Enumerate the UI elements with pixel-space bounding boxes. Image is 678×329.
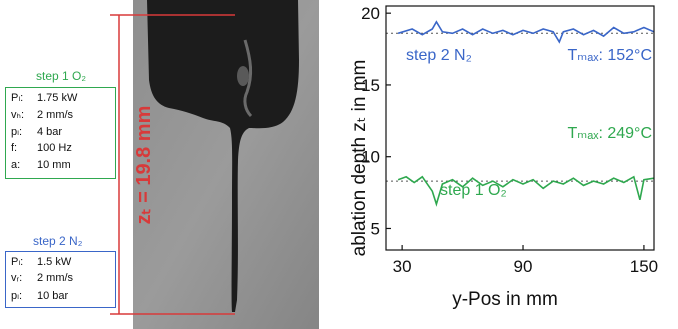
step2-param-row: vᵣ: 2 mm/s (11, 272, 73, 284)
series-0-line (397, 20, 655, 44)
step1-param-row: vₕ: 2 mm/s (11, 108, 73, 121)
param-value: 1.75 kW (37, 92, 78, 104)
step2-param-row: Pₗ: 1.5 kW (11, 255, 71, 268)
param-label: Pₗ: (11, 256, 24, 268)
groove-highlight (243, 39, 253, 118)
series-label-step2: step 2 N₂ (406, 47, 472, 64)
param-label: pₗ: (11, 126, 22, 138)
param-value: 100 Hz (37, 142, 72, 154)
depth-marker: zₜ = 19.8 mm (110, 14, 235, 315)
series-1-line (397, 175, 655, 207)
param-label: vᵣ: (11, 272, 23, 284)
y-tick-label: 10 (361, 148, 380, 167)
step2-title: step 2 N₂ (33, 234, 83, 248)
param-value: 10 bar (37, 290, 69, 302)
ablation-depth-chart: ablation depth zₜ in mm y-Pos in mm 5 10 1… (349, 4, 658, 310)
x-tick-label: 90 (514, 257, 533, 276)
param-label: vₕ: (11, 109, 25, 121)
param-value: 4 bar (37, 126, 63, 138)
annotation-tmax-step1: Tₘₐₓ: 249°C (568, 125, 652, 142)
chart-series (386, 20, 655, 207)
x-axis-label: y-Pos in mm (452, 289, 558, 310)
y-tick-label: 15 (361, 76, 380, 95)
step1-param-row: pₗ: 4 bar (11, 125, 62, 138)
y-tick-label: 5 (371, 219, 380, 238)
annotation-tmax-step2: Tₘₐₓ: 152°C (568, 47, 652, 64)
step1-param-row: a: 10 mm (11, 159, 71, 171)
step2-param-row: pₗ: 10 bar (11, 289, 68, 302)
x-tick-label: 30 (393, 257, 412, 276)
param-label: a: (11, 159, 21, 171)
param-label: pₗ: (11, 290, 22, 302)
step1-param-row: f: 100 Hz (11, 142, 72, 154)
plot-frame (385, 5, 655, 251)
param-value: 2 mm/s (37, 272, 74, 284)
series-label-step1: step 1 O₂ (440, 182, 507, 199)
param-value: 1.5 kW (37, 256, 72, 268)
param-value: 2 mm/s (37, 109, 74, 121)
ablation-photo (133, 0, 319, 329)
param-value: 10 mm (37, 159, 71, 171)
groove-reflection (237, 66, 249, 86)
ablation-groove (147, 0, 299, 312)
step1-param-row: Pₗ: 1.75 kW (11, 91, 77, 104)
step2-param-box: Pₗ: 1.5 kW vᵣ: 2 mm/s pₗ: 10 bar (5, 251, 116, 308)
y-axis-label: ablation depth zₜ in mm (349, 60, 370, 257)
x-tick-label: 150 (630, 257, 658, 276)
axis-ticks: 5 10 15 20 30 90 150 (361, 4, 658, 276)
y-tick-label: 20 (361, 4, 380, 23)
step1-param-box: Pₗ: 1.75 kW vₕ: 2 mm/s pₗ: 4 bar f: 100 Hz a… (5, 87, 116, 179)
param-label: f: (11, 142, 18, 154)
param-label: Pₗ: (11, 92, 24, 104)
step1-title: step 1 O₂ (36, 69, 87, 83)
depth-label: zₜ = 19.8 mm (133, 106, 155, 225)
